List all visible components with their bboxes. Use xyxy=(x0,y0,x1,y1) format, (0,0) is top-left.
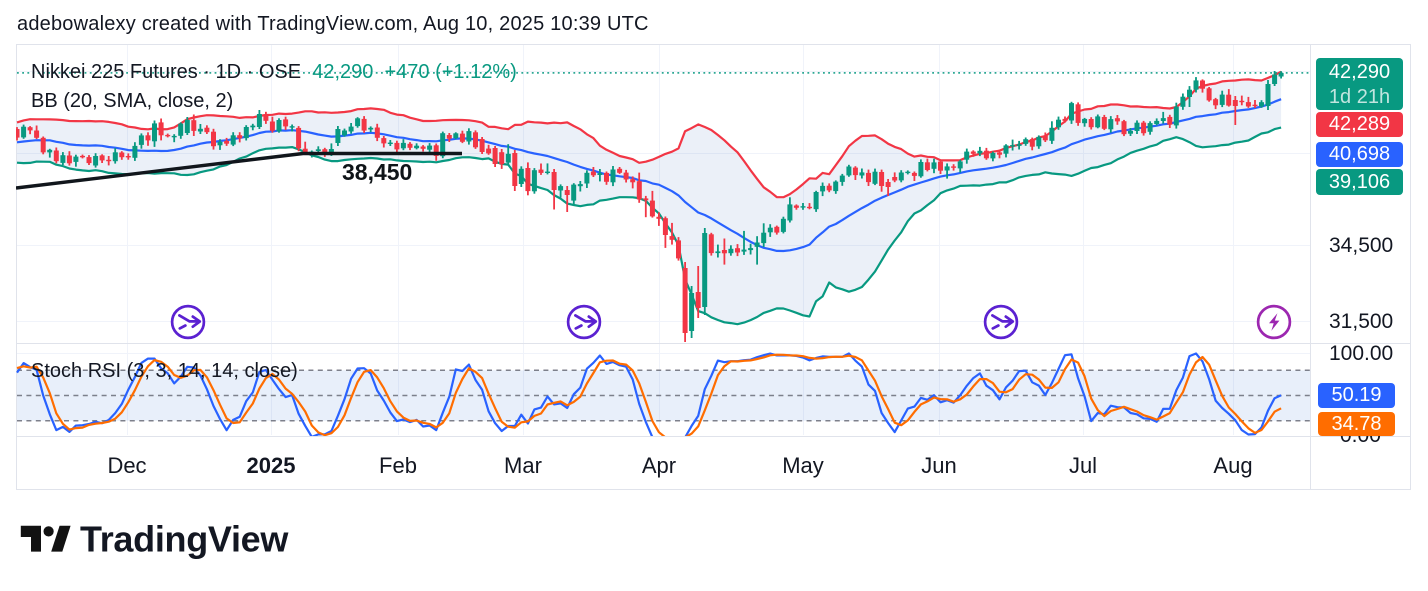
svg-text:TradingView: TradingView xyxy=(80,519,289,560)
